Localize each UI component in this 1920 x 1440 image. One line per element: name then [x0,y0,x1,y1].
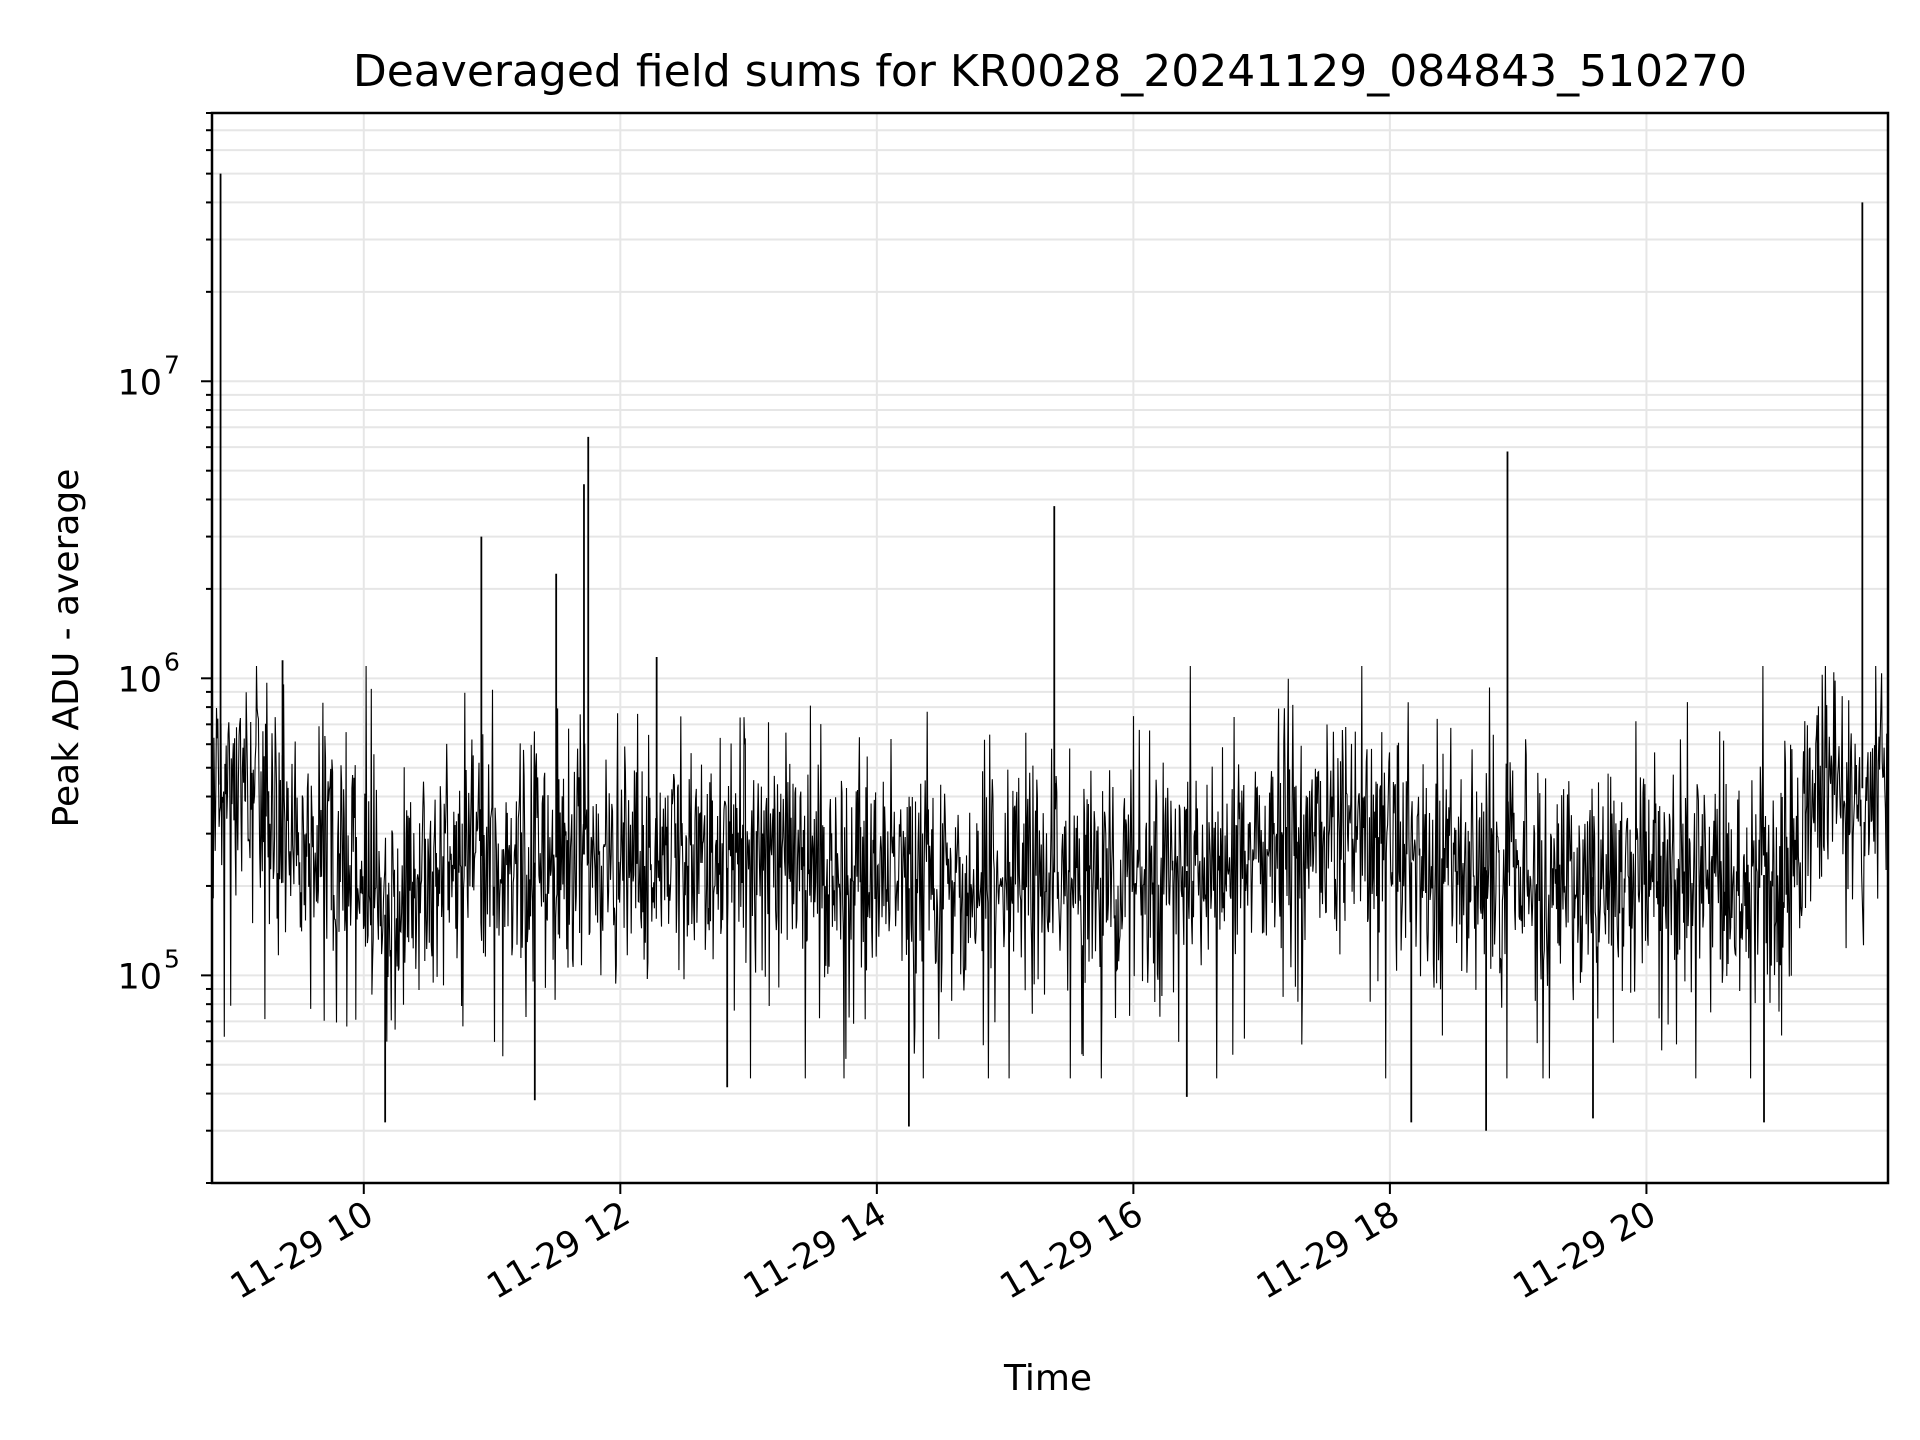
series-path [211,665,1889,1079]
series-line [211,173,1889,1131]
y-tick-label: 10 [117,660,162,700]
chart-title: Deaveraged field sums for KR0028_2024112… [353,46,1747,97]
x-tick-label: 11-29 14 [737,1194,893,1307]
x-tick-label: 11-29 20 [1507,1194,1663,1307]
x-tick-label: 11-29 18 [1250,1194,1406,1307]
x-tick-label: 11-29 12 [481,1194,637,1307]
grid [212,112,1888,1184]
plot-frame [210,111,1890,1185]
x-tick-label: 11-29 16 [994,1194,1150,1307]
x-axis-label: Time [1003,1358,1092,1399]
y-tick-label: 10 [117,957,162,997]
y-axis-label: Peak ADU - average [46,469,87,828]
y-tick-label: 10 [117,363,162,403]
y-tick-exponent: 6 [164,647,180,676]
y-tick-exponent: 7 [164,350,180,379]
y-tick-exponent: 5 [164,944,180,973]
x-tick-label: 11-29 10 [224,1194,380,1307]
